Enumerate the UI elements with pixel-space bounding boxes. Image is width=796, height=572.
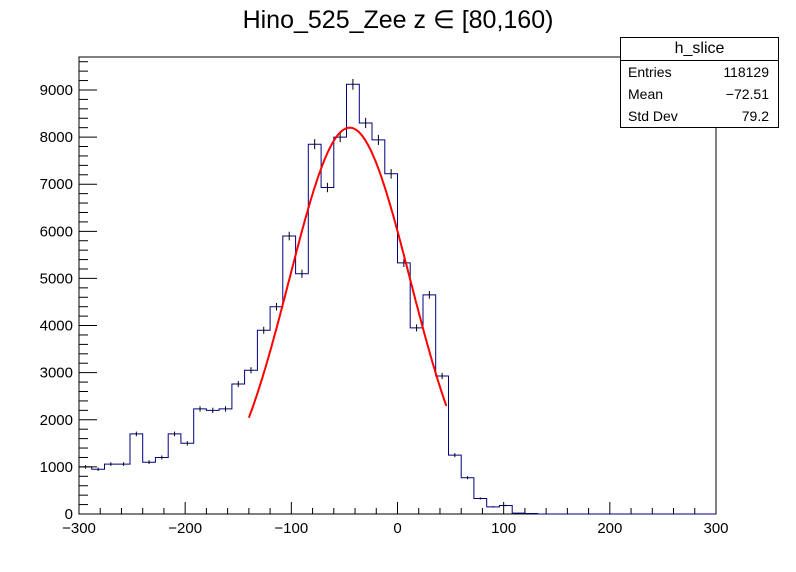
stats-label-stddev: Std Dev bbox=[628, 108, 678, 124]
y-tick-label: 4000 bbox=[40, 318, 73, 335]
chart-title: Hino_525_Zee z ∈ [80,160) bbox=[242, 6, 554, 34]
y-tick-label: 1000 bbox=[40, 459, 73, 476]
stats-value-stddev: 79.2 bbox=[741, 108, 769, 124]
x-tick-label: 300 bbox=[703, 520, 728, 537]
stats-label-mean: Mean bbox=[628, 86, 664, 102]
histogram-line bbox=[79, 83, 716, 515]
stats-label-entries: Entries bbox=[628, 64, 672, 80]
x-tick-label: 0 bbox=[393, 520, 401, 537]
y-tick-label: 8000 bbox=[40, 129, 73, 146]
stats-row-stddev: Std Dev 79.2 bbox=[621, 105, 778, 127]
y-tick-label: 2000 bbox=[40, 412, 73, 429]
stats-value-mean: −72.51 bbox=[725, 86, 769, 102]
x-tick-label: 200 bbox=[597, 520, 622, 537]
y-tick-label: 0 bbox=[65, 506, 73, 523]
y-tick-label: 3000 bbox=[40, 365, 73, 382]
stats-row-mean: Mean −72.51 bbox=[621, 83, 778, 105]
x-tick-label: −100 bbox=[274, 520, 308, 537]
stats-value-entries: 118129 bbox=[723, 64, 769, 80]
gaussian-fit-line bbox=[247, 126, 448, 419]
x-tick-label: −200 bbox=[168, 520, 202, 537]
x-tick-label: −300 bbox=[62, 520, 96, 537]
y-tick-label: 7000 bbox=[40, 176, 73, 193]
stats-row-entries: Entries 118129 bbox=[621, 61, 778, 83]
stats-box: h_slice Entries 118129 Mean −72.51 Std D… bbox=[620, 37, 779, 128]
stats-box-name: h_slice bbox=[621, 38, 778, 61]
y-tick-label: 6000 bbox=[40, 223, 73, 240]
x-tick-label: 100 bbox=[491, 520, 516, 537]
y-tick-label: 5000 bbox=[40, 270, 73, 287]
y-tick-label: 9000 bbox=[40, 82, 73, 99]
